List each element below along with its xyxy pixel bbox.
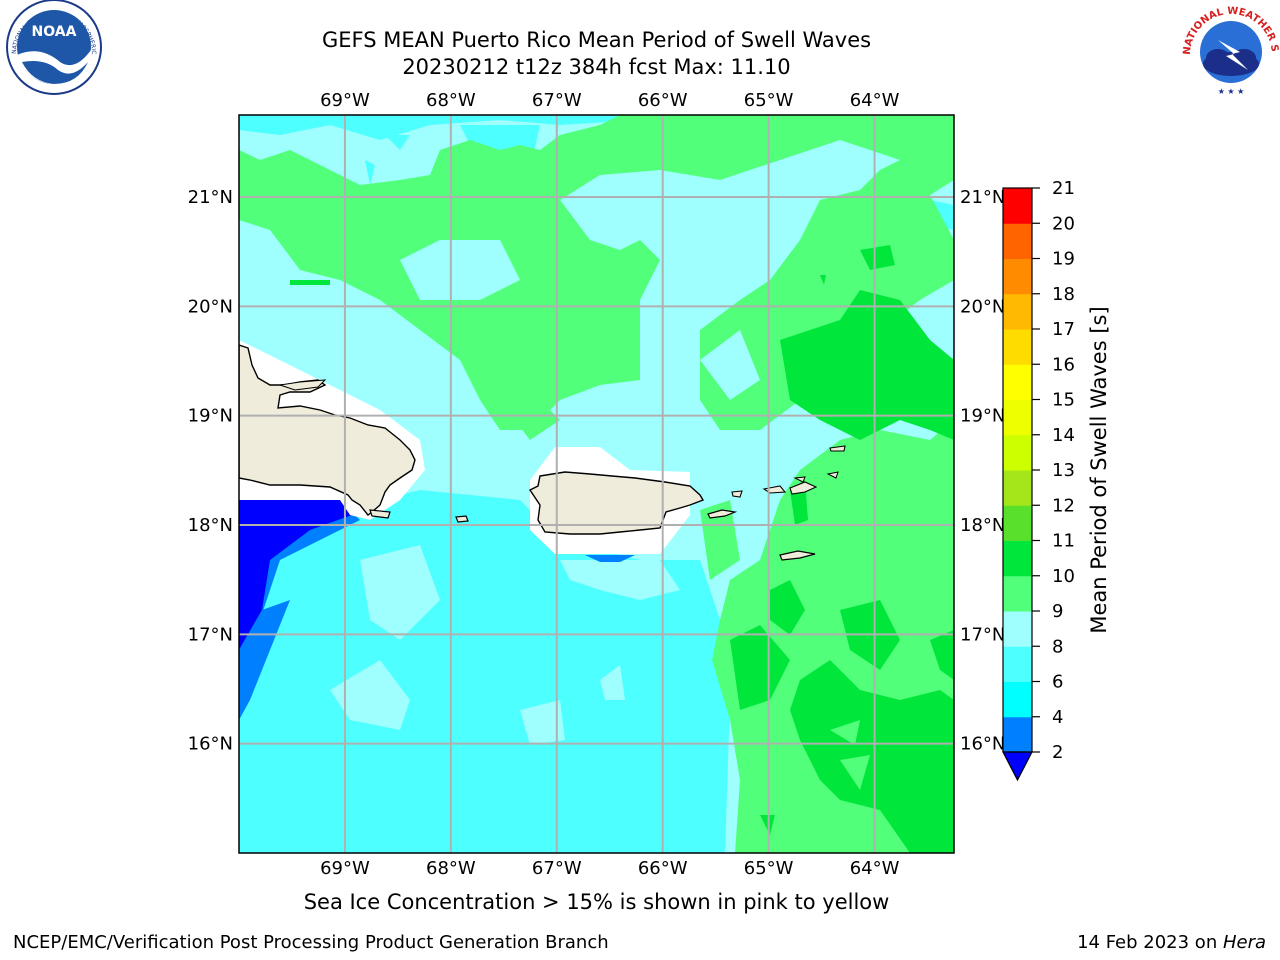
footer-host: Hera: [1222, 932, 1266, 953]
colorbar-tick-19: 19: [1052, 249, 1075, 270]
tick-labels: 69°W 68°W 67°W 66°W 65°W 64°W 69°W 68°W …: [188, 90, 1006, 879]
contour-10-11-northeast: [780, 290, 954, 440]
lat-label-right-16n: 16°N: [960, 734, 1005, 755]
nws-logo: NATIONAL WEATHER SERVICE ★ ★ ★: [0, 0, 1280, 98]
colorbar-tick-14: 14: [1052, 425, 1075, 446]
colorbar-swatch: [1003, 470, 1032, 506]
lat-label-left-18n: 18°N: [188, 515, 233, 536]
colorbar-tick-2: 2: [1052, 742, 1063, 763]
colorbar-tick-21: 21: [1052, 178, 1075, 199]
contour-below-2: [239, 500, 352, 650]
island-tortola: [789, 481, 818, 495]
land-puerto-rico: [528, 471, 705, 535]
map-area: [239, 115, 954, 853]
colorbar-swatch: [1003, 611, 1032, 647]
noaa-logo: NATIONAL OCEANIC AND ATMOSPHERIC ADMINIS…: [0, 0, 102, 95]
lon-label-top-65w: 65°W: [744, 90, 794, 111]
title-line-2: 20230212 t12z 384h fcst Max: 11.10: [402, 55, 791, 79]
lat-label-right-19n: 19°N: [960, 406, 1005, 427]
colorbar-under-triangle: [1002, 751, 1033, 782]
lon-label-top-64w: 64°W: [850, 90, 900, 111]
colorbar-tick-10: 10: [1052, 566, 1075, 587]
colorbar-swatch: [1003, 399, 1032, 436]
colorbar-swatch: [1003, 293, 1032, 330]
colorbar-swatch: [1003, 258, 1032, 295]
lon-label-top-66w: 66°W: [638, 90, 688, 111]
island-mona: [455, 515, 469, 523]
lat-label-right-18n: 18°N: [960, 515, 1005, 536]
lat-label-right-21n: 21°N: [960, 187, 1005, 208]
lon-label-bottom-68w: 68°W: [426, 858, 476, 879]
lon-label-bottom-67w: 67°W: [532, 858, 582, 879]
footer-date: 14 Feb 2023 on: [1077, 932, 1223, 953]
lon-label-bottom-66w: 66°W: [638, 858, 688, 879]
colorbar-swatch: [1003, 540, 1032, 577]
colorbar-tick-17: 17: [1052, 319, 1075, 340]
lat-label-left-21n: 21°N: [188, 187, 233, 208]
colorbar-swatch: [1003, 329, 1032, 365]
colorbar-swatch: [1003, 575, 1032, 612]
colorbar: 2 4 6 8 9 10 11 12 13 14 15 16 17 18 19 …: [1002, 178, 1111, 782]
lon-label-top-68w: 68°W: [426, 90, 476, 111]
footer-left: NCEP/EMC/Verification Post Processing Pr…: [13, 932, 609, 953]
colorbar-tick-9: 9: [1052, 601, 1063, 622]
island-vieques: [707, 509, 738, 519]
lon-label-bottom-69w: 69°W: [320, 858, 370, 879]
footer-right: 14 Feb 2023 on Hera: [1077, 932, 1266, 953]
colorbar-swatch: [1003, 505, 1032, 541]
lat-label-left-17n: 17°N: [188, 624, 233, 645]
colorbar-tick-16: 16: [1052, 354, 1075, 375]
colorbar-swatch: [1003, 681, 1032, 718]
graticule: [239, 115, 954, 853]
colorbar-swatches: [1003, 188, 1032, 753]
lon-label-top-67w: 67°W: [532, 90, 582, 111]
island-st-croix: [779, 550, 816, 561]
island-culebra: [731, 490, 743, 498]
map-frame: [238, 114, 955, 854]
lat-label-left-20n: 20°N: [188, 296, 233, 317]
lon-label-top-69w: 69°W: [320, 90, 370, 111]
lon-label-bottom-64w: 64°W: [850, 858, 900, 879]
colorbar-swatch: [1003, 223, 1032, 259]
colorbar-tick-20: 20: [1052, 213, 1075, 234]
colorbar-swatch: [1003, 364, 1032, 400]
nws-ring-text: NATIONAL WEATHER SERVICE: [0, 0, 1280, 55]
title-line-1: GEFS MEAN Puerto Rico Mean Period of Swe…: [321, 28, 872, 52]
lat-label-left-16n: 16°N: [188, 734, 233, 755]
colorbar-tick-8: 8: [1052, 636, 1063, 657]
lat-label-left-19n: 19°N: [188, 406, 233, 427]
colorbar-tick-12: 12: [1052, 495, 1075, 516]
colorbar-tick-6: 6: [1052, 672, 1063, 693]
colorbar-tick-4: 4: [1052, 707, 1063, 728]
colorbar-tick-18: 18: [1052, 284, 1075, 305]
sea-ice-caption: Sea Ice Concentration > 15% is shown in …: [303, 890, 890, 914]
svg-text:★ ★ ★: ★ ★ ★: [1218, 87, 1245, 96]
island-anegada: [829, 445, 846, 452]
lon-label-bottom-65w: 65°W: [744, 858, 794, 879]
colorbar-tick-13: 13: [1052, 460, 1075, 481]
contour-9-10-north: [239, 115, 954, 430]
colorbar-swatch: [1003, 646, 1032, 682]
contour-10-11-southeast: [790, 660, 954, 853]
colorbar-tick-15: 15: [1052, 390, 1075, 411]
colorbar-swatch: [1003, 716, 1032, 753]
colorbar-swatch: [1003, 188, 1032, 224]
lat-label-right-17n: 17°N: [960, 624, 1005, 645]
noaa-logo-text: NOAA: [32, 24, 77, 40]
colorbar-tick-11: 11: [1052, 531, 1075, 552]
colorbar-label: Mean Period of Swell Waves [s]: [1087, 306, 1111, 633]
lat-label-right-20n: 20°N: [960, 296, 1005, 317]
colorbar-swatch: [1003, 434, 1032, 471]
